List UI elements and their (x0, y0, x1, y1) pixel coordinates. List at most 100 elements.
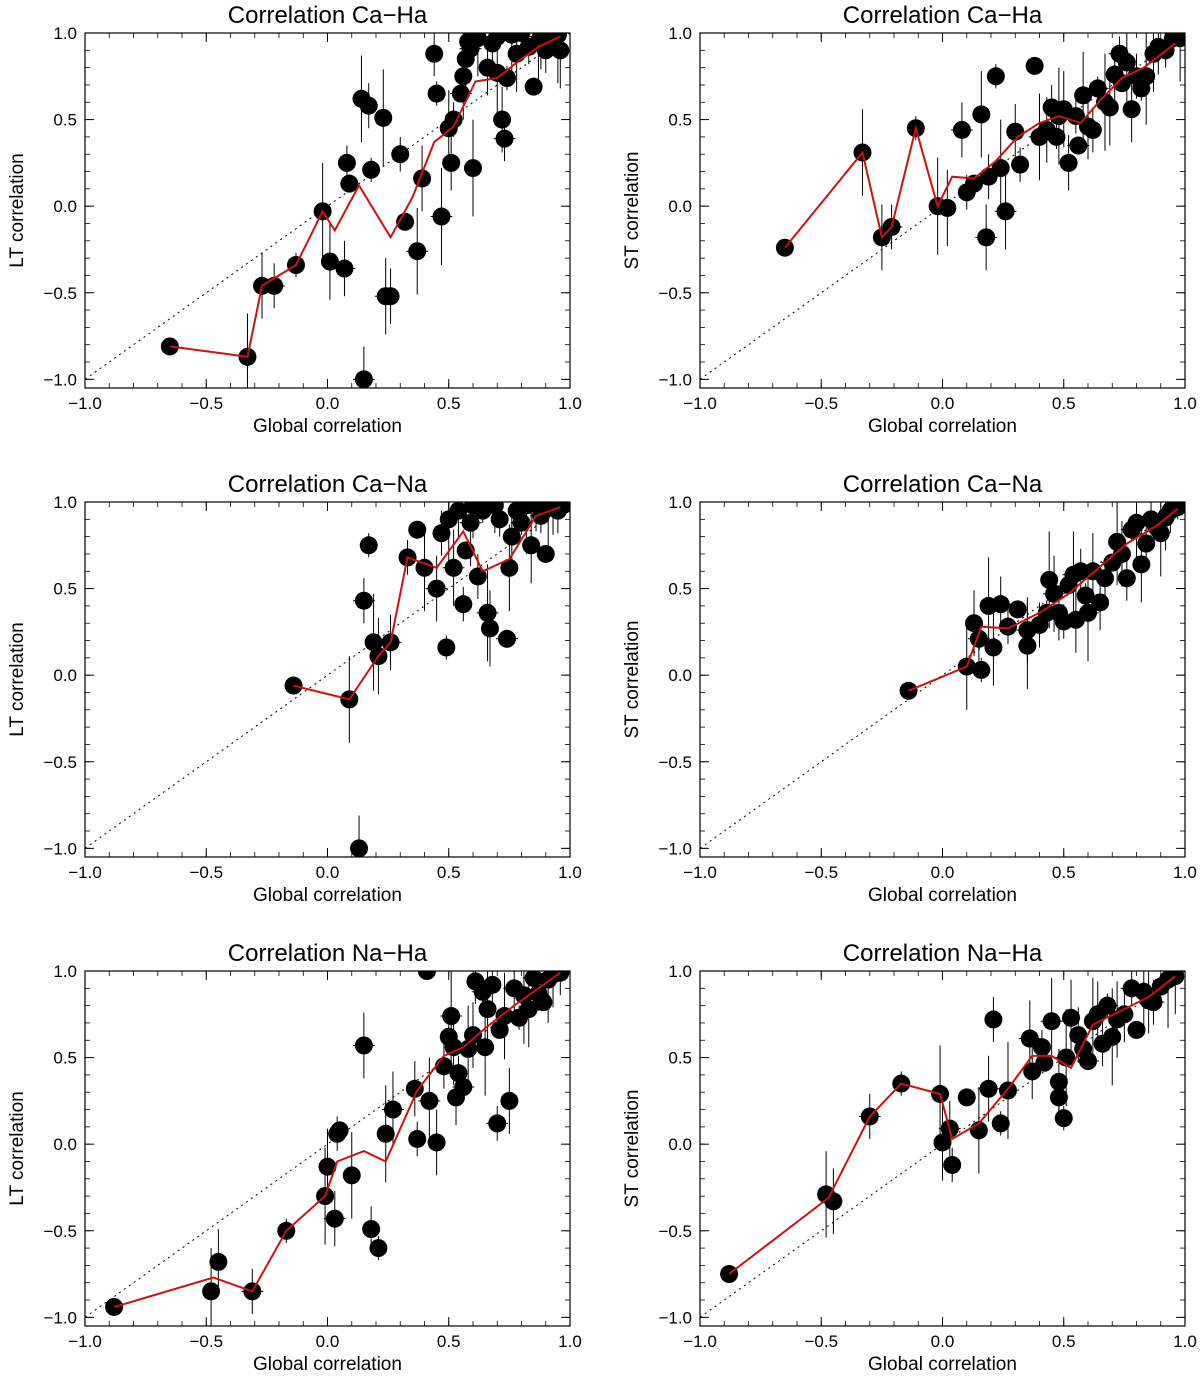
x-tick-label: −0.5 (804, 863, 838, 882)
data-point (1047, 127, 1066, 146)
y-tick-label: −0.5 (43, 753, 77, 772)
y-tick-label: 0.0 (53, 197, 77, 216)
chart-panel-3: −1.0 −0.5 0.0 0.5 1.0 −1.0 −0.5 0.0 0.5 1.0 Correl… (7, 471, 582, 906)
chart-title: Correlation Ca−Ha (843, 2, 1043, 29)
data-point (1011, 155, 1030, 174)
data-point (1054, 1109, 1073, 1128)
y-axis-label: ST correlation (622, 152, 643, 270)
chart-title: Correlation Ca−Na (228, 471, 428, 498)
data-point (432, 524, 451, 543)
y-tick-label: 1.0 (53, 962, 77, 981)
data-point (1079, 1052, 1097, 1071)
x-axis-label: Global correlation (868, 885, 1017, 906)
data-point (444, 1038, 463, 1057)
data-point (442, 1007, 461, 1026)
data-point (318, 1157, 337, 1176)
data-point (979, 1079, 998, 1098)
data-point (972, 660, 991, 679)
data-point (408, 520, 427, 539)
chart-panel-6: −1.0 −0.5 0.0 0.5 1.0 −1.0 −0.5 0.0 0.5 1.0 Correl… (622, 940, 1197, 1375)
x-tick-label: −1.0 (683, 1332, 717, 1351)
y-tick-label: −0.5 (43, 284, 77, 303)
data-point (202, 1282, 221, 1301)
x-tick-label: −0.5 (189, 394, 223, 413)
data-point (1006, 122, 1025, 141)
data-point (938, 198, 957, 217)
data-point (478, 603, 497, 622)
data-point (493, 110, 512, 129)
data-point (984, 638, 1003, 657)
x-axis-label: Global correlation (253, 1354, 402, 1375)
data-point (1083, 120, 1102, 139)
data-point (209, 1252, 228, 1271)
x-tick-label: −0.5 (804, 394, 838, 413)
y-tick-label: 0.5 (53, 111, 77, 130)
x-tick-label: −1.0 (683, 394, 717, 413)
data-point (1025, 56, 1044, 75)
data-point (551, 971, 570, 982)
data-point (354, 1036, 373, 1055)
y-tick-label: −1.0 (43, 1308, 77, 1327)
x-tick-label: −0.5 (804, 1332, 838, 1351)
chart-title: Correlation Ca−Na (843, 471, 1043, 498)
x-axis-label: Global correlation (253, 885, 402, 906)
data-point (1062, 1008, 1081, 1027)
x-tick-label: 1.0 (1173, 863, 1197, 882)
data-point (483, 975, 502, 994)
data-point (420, 1091, 439, 1110)
data-point (495, 1007, 514, 1026)
y-tick-label: 0.5 (53, 580, 77, 599)
reference-diagonal (85, 502, 570, 849)
y-tick-label: 0.0 (668, 197, 692, 216)
data-point (427, 579, 446, 598)
y-tick-label: −1.0 (43, 370, 77, 389)
chart-panel-1: −1.0 −0.5 0.0 0.5 1.0 −1.0 −0.5 0.0 0.5 1.0 Correl… (7, 2, 582, 437)
trend-line (113, 971, 561, 1308)
data-point (534, 993, 553, 1012)
x-tick-label: 1.0 (558, 863, 582, 882)
data-point (383, 1100, 402, 1119)
data-point (1008, 600, 1027, 619)
data-point (376, 1124, 395, 1143)
data-point (1088, 79, 1107, 98)
data-point (824, 1192, 843, 1211)
chart-title: Correlation Na−Ha (843, 940, 1043, 967)
y-tick-label: −0.5 (658, 284, 692, 303)
data-point (374, 108, 393, 127)
trend-line (293, 506, 561, 701)
x-tick-label: −1.0 (683, 863, 717, 882)
data-point (427, 84, 446, 103)
data-point (417, 971, 436, 980)
x-axis-label: Global correlation (868, 416, 1017, 437)
x-tick-label: 0.5 (1052, 394, 1076, 413)
data-point (943, 1155, 962, 1174)
y-tick-label: −1.0 (658, 1308, 692, 1327)
data-point (497, 629, 516, 648)
y-tick-label: −0.5 (658, 753, 692, 772)
data-point (427, 1133, 446, 1152)
data-point (335, 259, 354, 278)
data-point (991, 595, 1010, 614)
data-point (998, 617, 1017, 636)
data-point (330, 1121, 349, 1140)
data-point (1095, 569, 1114, 588)
data-point (449, 1064, 468, 1083)
y-tick-label: −1.0 (658, 370, 692, 389)
x-tick-label: 0.0 (931, 863, 955, 882)
x-tick-label: 0.5 (1052, 1332, 1076, 1351)
y-tick-label: 0.5 (668, 1049, 692, 1068)
x-tick-label: 0.5 (437, 394, 461, 413)
y-tick-label: −0.5 (43, 1222, 77, 1241)
data-point (415, 558, 434, 577)
y-tick-label: 0.0 (668, 1135, 692, 1154)
x-tick-label: 1.0 (1173, 1332, 1197, 1351)
data-point (354, 370, 373, 388)
data-point (1117, 53, 1136, 72)
chart-panel-2: −1.0 −0.5 0.0 0.5 1.0 −1.0 −0.5 0.0 0.5 1.0 Correl… (622, 2, 1197, 437)
y-tick-label: −1.0 (43, 839, 77, 858)
data-point (1132, 555, 1151, 574)
data-point (991, 159, 1010, 178)
data-point (720, 1265, 739, 1284)
x-tick-label: 0.0 (316, 394, 340, 413)
data-point (1137, 534, 1156, 553)
